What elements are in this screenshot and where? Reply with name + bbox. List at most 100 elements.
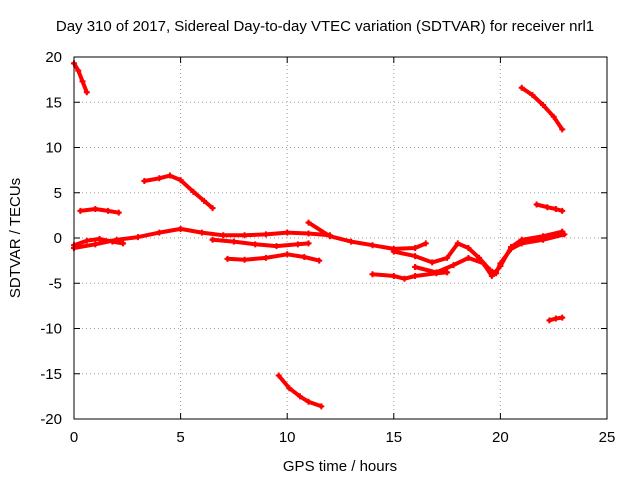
data-point	[262, 231, 269, 238]
data-point	[105, 207, 112, 214]
data-point	[326, 233, 333, 240]
data-point	[241, 232, 248, 239]
data-point	[480, 260, 487, 267]
series-arc-start-3	[77, 206, 122, 216]
y-tick-label: -15	[40, 366, 62, 383]
y-tick-label: 0	[54, 230, 62, 247]
data-point	[96, 235, 103, 242]
data-point	[241, 256, 248, 263]
data-point	[230, 238, 237, 245]
data-point	[429, 259, 436, 266]
data-point	[488, 273, 495, 280]
data-point	[508, 244, 515, 251]
data-point	[369, 242, 376, 249]
series-arc-steep-low	[275, 372, 325, 410]
y-tick-label: -10	[40, 321, 62, 338]
data-point	[318, 403, 325, 410]
data-point	[559, 228, 566, 235]
y-tick-label: 5	[54, 185, 62, 202]
y-tick-label: 15	[45, 94, 62, 111]
data-point	[294, 241, 301, 248]
data-point	[201, 197, 208, 204]
series-line	[276, 373, 324, 409]
y-tick-label: 10	[45, 140, 62, 157]
series-line	[413, 229, 565, 278]
y-tick-label: -5	[49, 275, 62, 292]
data-point	[224, 255, 231, 262]
data-point	[529, 92, 536, 99]
series-arc-lower-wave	[224, 251, 323, 264]
data-point	[262, 254, 269, 261]
data-point	[198, 229, 205, 236]
series-line	[72, 61, 89, 95]
data-point	[465, 244, 472, 251]
plot-frame	[73, 56, 608, 420]
data-point	[401, 275, 408, 282]
data-point	[156, 229, 163, 236]
y-tick-label: -20	[40, 411, 62, 428]
data-point	[166, 172, 173, 179]
data-point	[450, 262, 457, 269]
series-arc-end-low	[546, 314, 566, 324]
data-point	[92, 241, 99, 248]
data-point	[444, 254, 451, 261]
data-point	[544, 204, 551, 211]
data-point	[115, 209, 122, 216]
data-point	[433, 269, 440, 276]
data-point	[540, 101, 547, 108]
data-point	[552, 315, 559, 322]
x-tick-label: 25	[599, 429, 616, 446]
axis-ticks: 0 5 10 15 20 25 -20 -15 -10 -5 0 5 10 15 20	[40, 49, 615, 446]
data-point	[156, 175, 163, 182]
x-axis-title: GPS time / hours	[283, 458, 397, 475]
x-tick-label: 10	[279, 429, 296, 446]
series-arc-upper-hump	[141, 172, 216, 212]
data-point	[79, 78, 86, 85]
x-tick-label: 20	[492, 429, 509, 446]
data-point	[390, 273, 397, 280]
series-arc-low-wiggle	[412, 228, 566, 280]
data-point	[284, 229, 291, 236]
data-point	[559, 207, 566, 214]
data-point	[296, 393, 303, 400]
x-tick-label: 0	[70, 429, 78, 446]
data-point	[113, 236, 120, 243]
data-point	[120, 240, 127, 247]
data-point	[422, 240, 429, 247]
data-point	[305, 398, 312, 405]
data-point	[305, 219, 312, 226]
data-point	[209, 205, 216, 212]
data-point	[305, 240, 312, 247]
data-point	[286, 385, 293, 392]
data-point	[316, 257, 323, 264]
series-line	[519, 85, 565, 132]
data-point	[454, 240, 461, 247]
data-point	[83, 237, 90, 244]
data-point	[412, 244, 419, 251]
data-point	[412, 273, 419, 280]
data-point	[390, 248, 397, 255]
data-point	[141, 177, 148, 184]
data-point	[305, 230, 312, 237]
data-point	[252, 241, 259, 248]
chart-title: Day 310 of 2017, Sidereal Day-to-day VTE…	[56, 18, 594, 35]
data-point	[275, 372, 282, 379]
data-point	[190, 188, 197, 195]
data-point	[465, 254, 472, 261]
data-point	[497, 263, 504, 270]
data-point	[77, 207, 84, 214]
data-series	[71, 60, 568, 410]
y-tick-label: 20	[45, 49, 62, 66]
data-point	[75, 67, 82, 74]
data-point	[369, 271, 376, 278]
data-point	[284, 251, 291, 258]
data-point	[177, 177, 184, 184]
series-arc-end-mid	[533, 201, 566, 214]
series-line	[78, 207, 121, 215]
data-point	[552, 206, 559, 213]
x-tick-label: 5	[176, 429, 184, 446]
y-axis-title: SDTVAR / TECUs	[7, 178, 24, 298]
series-arc-mid-drop	[209, 236, 312, 250]
data-point	[92, 206, 99, 213]
